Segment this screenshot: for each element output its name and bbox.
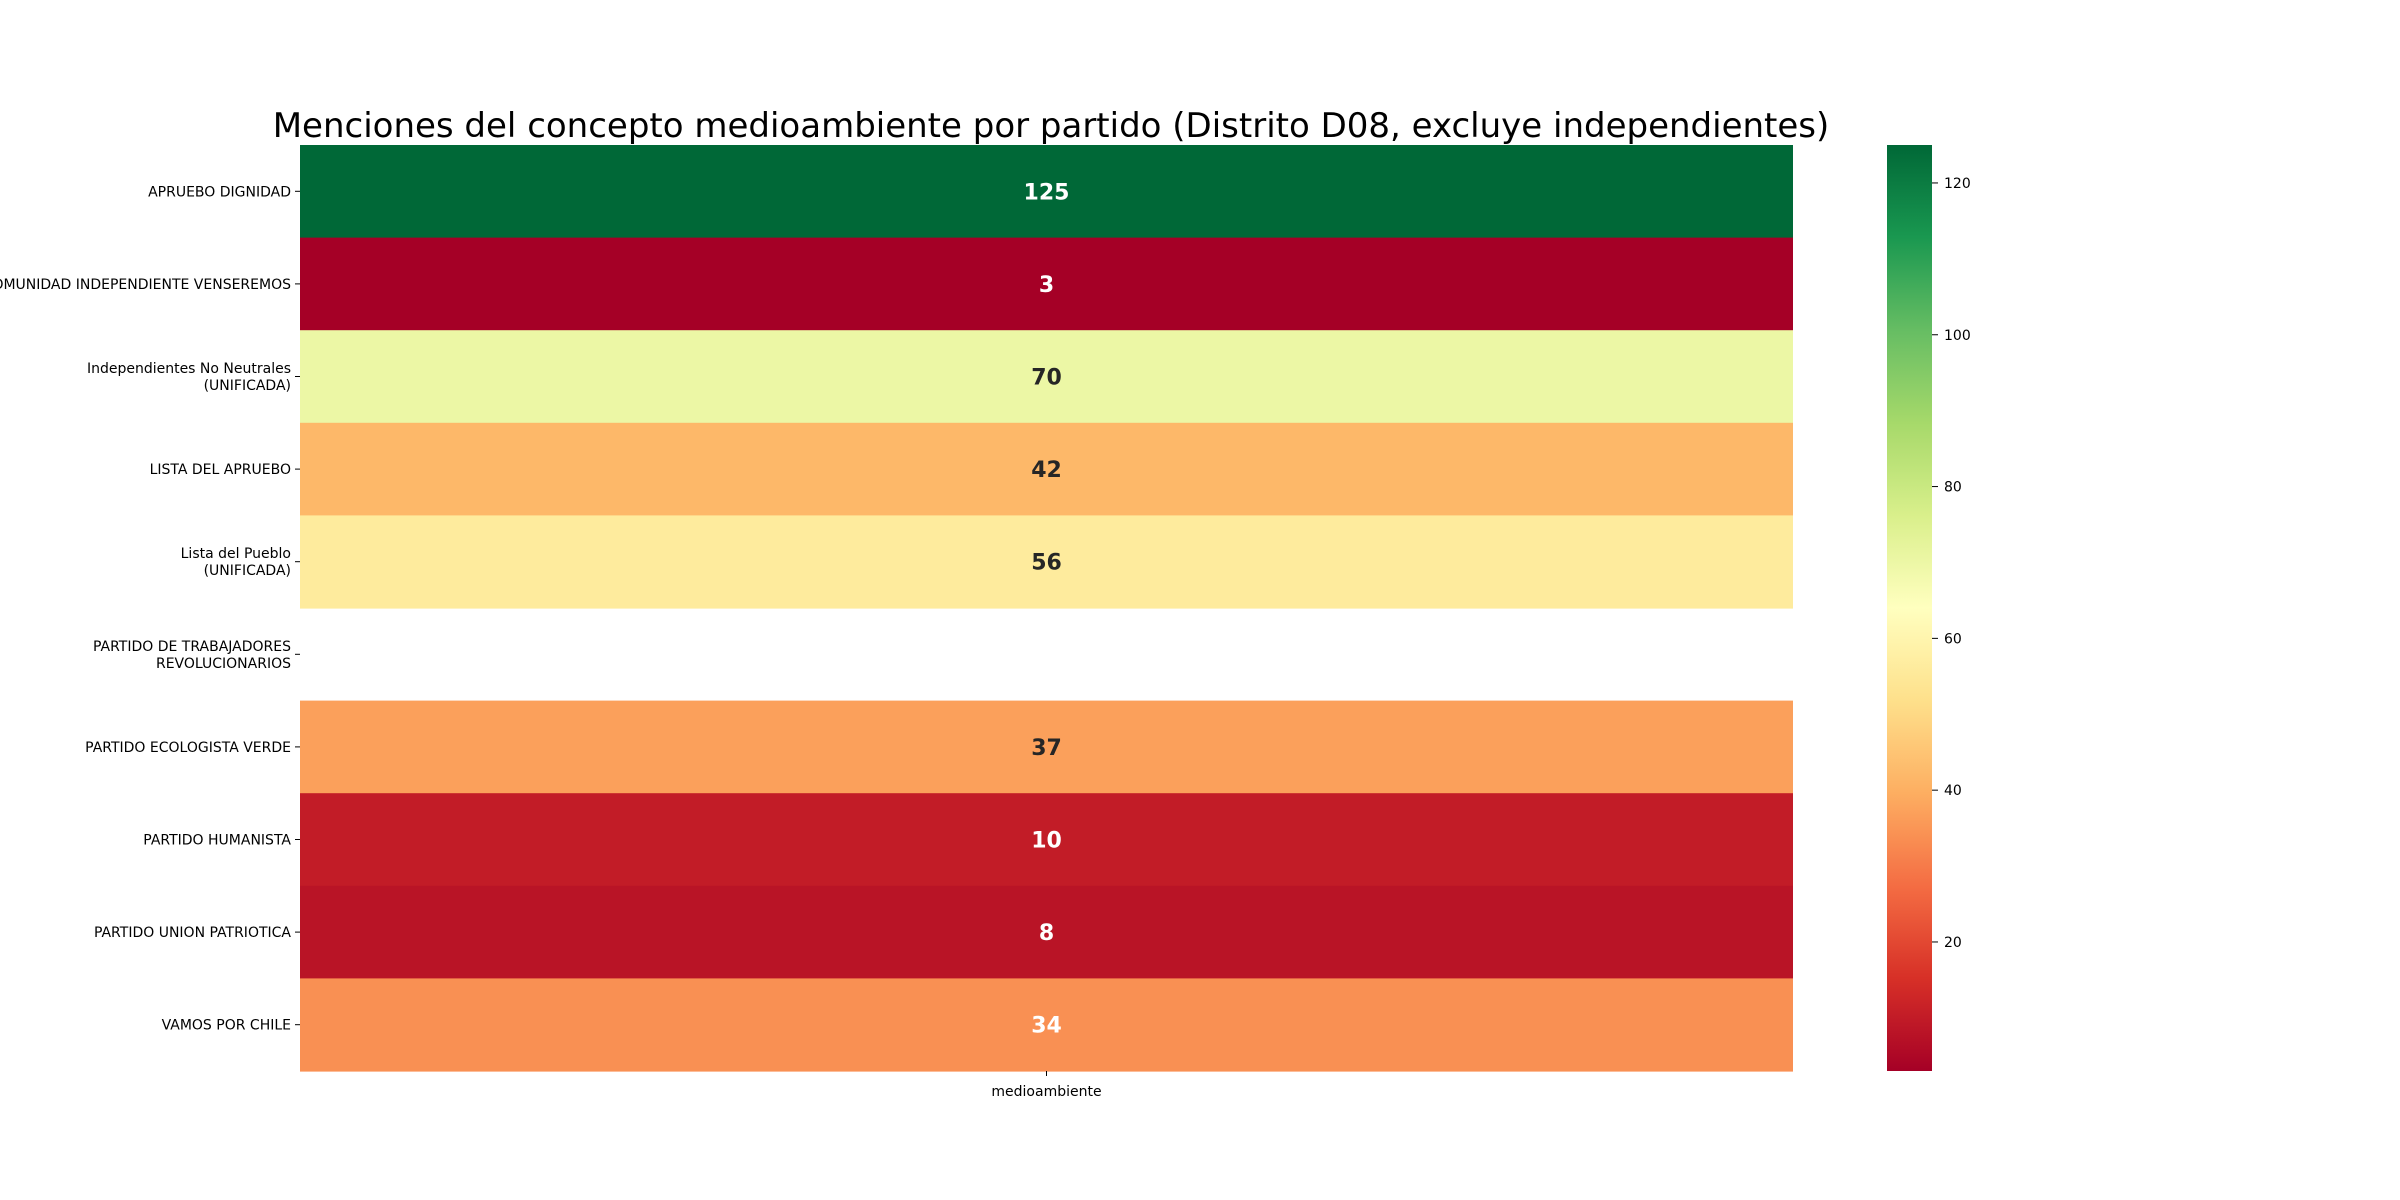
y-tick-label: COMUNIDAD INDEPENDIENTE VENSEREMOS <box>0 277 291 293</box>
cell-value-label: 42 <box>1031 458 1062 483</box>
cell-value-label: 8 <box>1039 921 1054 946</box>
heatmap-cell <box>300 515 1793 609</box>
y-tick-label: Independientes No Neutrales (UNIFICADA) <box>87 361 291 394</box>
colorbar-tick-label: 60 <box>1944 631 1962 647</box>
y-tick-label: PARTIDO ECOLOGISTA VERDE <box>85 740 291 756</box>
y-axis-labels: APRUEBO DIGNIDAD COMUNIDAD INDEPENDIENTE … <box>0 184 300 1034</box>
y-tick-label: PARTIDO UNION PATRIOTICA <box>94 925 291 941</box>
heatmap-cell <box>300 885 1793 979</box>
y-tick-label: PARTIDO HUMANISTA <box>143 833 291 849</box>
heatmap-cell <box>300 793 1793 887</box>
colorbar-tick-label: 40 <box>1944 783 1962 799</box>
colorbar-tick-label: 100 <box>1944 328 1971 344</box>
heatmap-cell <box>300 700 1793 794</box>
cell-value-label: 70 <box>1031 366 1062 391</box>
colorbar: 20 40 60 80 100 120 <box>1887 145 1971 1071</box>
y-tick-label: VAMOS POR CHILE <box>162 1018 291 1034</box>
heatmap-cell <box>300 145 1793 239</box>
cell-value-label: 56 <box>1031 551 1062 576</box>
colorbar-tick-label: 120 <box>1944 176 1971 192</box>
cell-value-label: 10 <box>1031 829 1062 854</box>
colorbar-tick-label: 20 <box>1944 935 1962 951</box>
cell-value-label: 125 <box>1024 180 1070 205</box>
y-tick-label: PARTIDO DE TRABAJADORES REVOLUCIONARIOS <box>93 639 291 672</box>
cell-value-label: 34 <box>1031 1014 1062 1039</box>
heatmap-cells: 125 3 70 42 56 37 10 8 34 <box>300 145 1793 1072</box>
cell-value-label: 37 <box>1031 736 1062 761</box>
cell-value-label: 3 <box>1039 273 1054 298</box>
chart-title: Menciones del concepto medioambiente por… <box>273 106 1830 146</box>
heatmap-cell <box>300 237 1793 331</box>
x-axis-labels: medioambiente <box>991 1071 1102 1100</box>
heatmap-cell <box>300 978 1793 1072</box>
heatmap-cell <box>300 422 1793 516</box>
heatmap-cell <box>300 330 1793 424</box>
y-tick-label: APRUEBO DIGNIDAD <box>148 184 291 200</box>
y-tick-label: Lista del Pueblo (UNIFICADA) <box>181 546 291 579</box>
colorbar-gradient <box>1887 145 1932 1071</box>
x-tick-label: medioambiente <box>991 1084 1101 1100</box>
colorbar-tick-label: 80 <box>1944 480 1962 496</box>
y-tick-label: LISTA DEL APRUEBO <box>150 462 291 478</box>
